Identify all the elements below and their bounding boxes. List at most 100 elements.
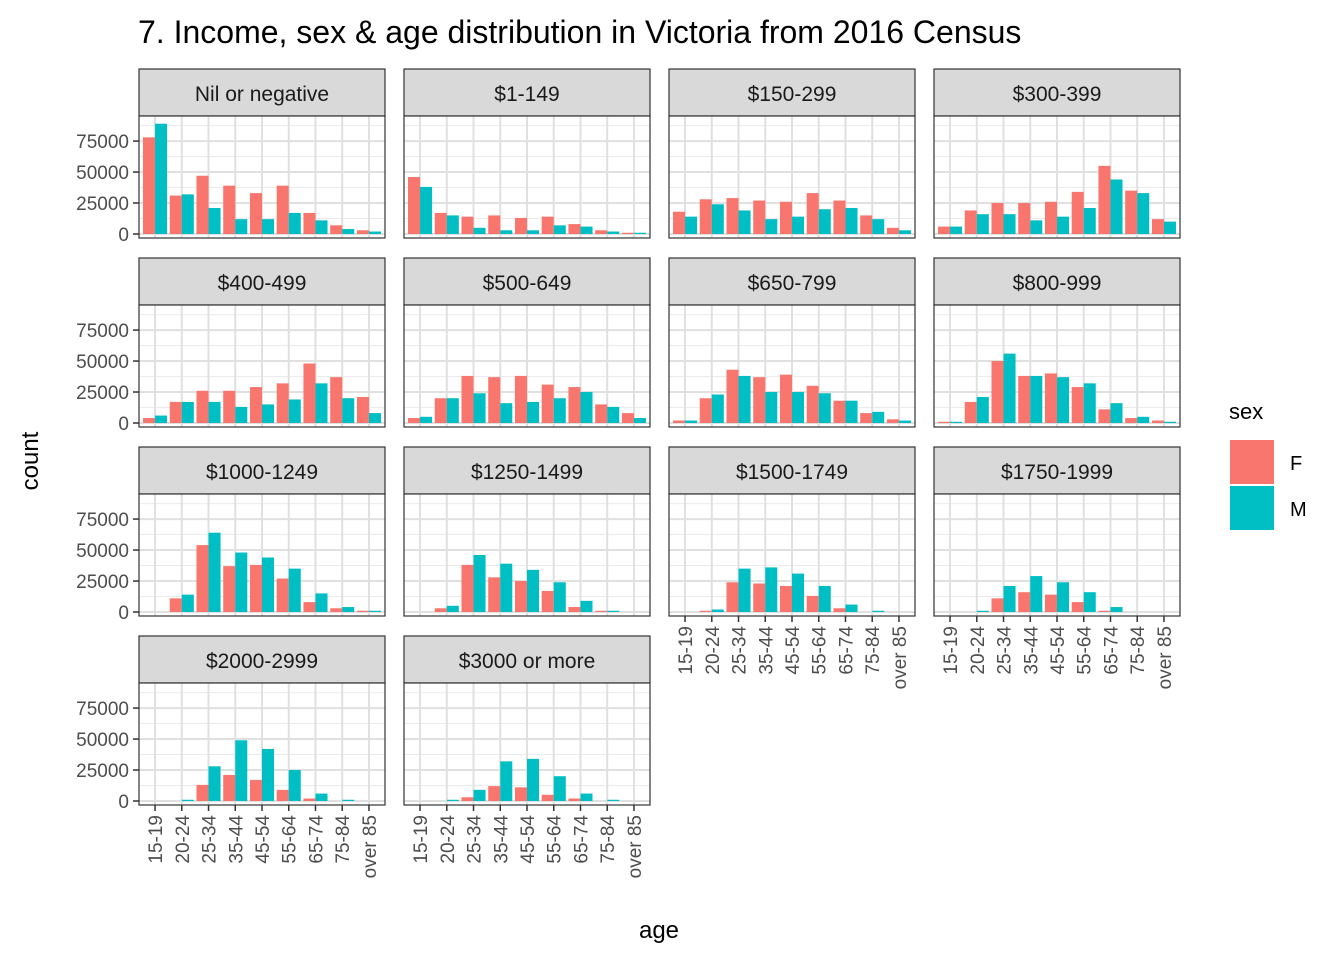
panel-border bbox=[138, 115, 386, 239]
bar bbox=[446, 605, 459, 612]
bar bbox=[1125, 418, 1138, 423]
bar bbox=[1044, 201, 1057, 234]
bar bbox=[461, 216, 474, 234]
y-tick-label: 25000 bbox=[76, 572, 129, 593]
x-tick-label: 15-19 bbox=[411, 815, 432, 864]
y-tick-label: 50000 bbox=[76, 541, 129, 562]
panel-border bbox=[933, 304, 1181, 428]
bar bbox=[527, 758, 540, 801]
bar bbox=[235, 406, 248, 423]
bar bbox=[553, 398, 566, 423]
bar bbox=[461, 375, 474, 423]
bar bbox=[262, 219, 275, 234]
bar bbox=[181, 194, 194, 234]
bar bbox=[356, 396, 369, 423]
bar bbox=[898, 230, 911, 234]
bar bbox=[143, 418, 156, 423]
bar bbox=[500, 403, 513, 423]
bar bbox=[818, 209, 831, 234]
panel-border bbox=[933, 115, 1181, 239]
bar bbox=[792, 392, 805, 423]
x-tick-label: over 85 bbox=[1155, 626, 1176, 689]
bar bbox=[860, 215, 873, 234]
facet-label: Nil or negative bbox=[195, 83, 329, 106]
facet-strip bbox=[403, 446, 651, 495]
bar bbox=[330, 225, 343, 234]
facet-panel: $500-649 bbox=[403, 257, 651, 428]
bar bbox=[806, 385, 819, 423]
bar bbox=[514, 787, 527, 801]
legend-key bbox=[1230, 440, 1274, 484]
legend-label: F bbox=[1290, 453, 1302, 475]
bar bbox=[276, 185, 289, 234]
bar bbox=[315, 793, 328, 801]
bar bbox=[169, 401, 182, 423]
facet-panel: $1000-1249 0 25000 50000 75000 bbox=[76, 446, 386, 624]
bar bbox=[500, 761, 513, 801]
bar bbox=[541, 794, 554, 801]
facet-panel: $650-799 bbox=[668, 257, 916, 428]
facet-label: $1250-1499 bbox=[471, 461, 583, 484]
bar bbox=[169, 598, 182, 612]
bar bbox=[633, 232, 646, 234]
bar bbox=[541, 590, 554, 612]
bar bbox=[434, 608, 447, 612]
bar bbox=[488, 377, 501, 423]
bar bbox=[1057, 377, 1070, 423]
bar bbox=[1003, 585, 1016, 612]
x-tick-label: 45-54 bbox=[783, 626, 804, 675]
bar bbox=[1018, 375, 1031, 423]
bar bbox=[833, 608, 846, 612]
bar bbox=[342, 398, 355, 423]
bar bbox=[303, 212, 316, 234]
bar bbox=[568, 387, 581, 423]
bar bbox=[368, 610, 381, 612]
facet-panel: $1500-1749 15-19 20-24 25-34 35-44 45-54 55-64… bbox=[668, 446, 916, 689]
facet-strip bbox=[403, 68, 651, 117]
bar bbox=[223, 566, 236, 612]
x-tick-label: over 85 bbox=[890, 626, 911, 689]
panel-border bbox=[138, 304, 386, 428]
legend: sex F M bbox=[1229, 399, 1307, 530]
bar bbox=[607, 799, 620, 801]
bar bbox=[342, 799, 355, 801]
bar bbox=[792, 573, 805, 612]
bar bbox=[461, 797, 474, 801]
bar bbox=[262, 404, 275, 423]
bar bbox=[1044, 594, 1057, 612]
bar bbox=[368, 231, 381, 234]
bar bbox=[845, 604, 858, 612]
bar bbox=[845, 207, 858, 234]
bar bbox=[964, 210, 977, 234]
bar bbox=[342, 229, 355, 234]
bar bbox=[473, 227, 486, 234]
facet-label: $1-149 bbox=[494, 83, 559, 106]
bar bbox=[196, 390, 209, 423]
bar bbox=[1018, 203, 1031, 234]
bar bbox=[461, 564, 474, 612]
facet-panel: $800-999 bbox=[933, 257, 1181, 428]
bar bbox=[356, 230, 369, 234]
x-tick-label: 75-84 bbox=[863, 626, 884, 675]
bar bbox=[1018, 592, 1031, 612]
bar bbox=[408, 177, 421, 234]
bar bbox=[223, 390, 236, 423]
bar bbox=[1125, 190, 1138, 234]
panel-border bbox=[668, 115, 916, 239]
bar bbox=[446, 398, 459, 423]
x-tick-label: 15-19 bbox=[146, 815, 167, 864]
bar bbox=[1083, 207, 1096, 234]
x-tick-label: 65-74 bbox=[306, 815, 327, 864]
bar bbox=[288, 568, 301, 612]
bar bbox=[181, 799, 194, 801]
bar bbox=[711, 609, 724, 612]
bar bbox=[726, 369, 739, 423]
bar bbox=[765, 392, 778, 423]
bar bbox=[488, 786, 501, 801]
bar bbox=[473, 789, 486, 801]
bar bbox=[488, 215, 501, 234]
bar bbox=[446, 215, 459, 234]
bar bbox=[249, 387, 262, 423]
bar bbox=[235, 552, 248, 612]
bar bbox=[315, 220, 328, 234]
